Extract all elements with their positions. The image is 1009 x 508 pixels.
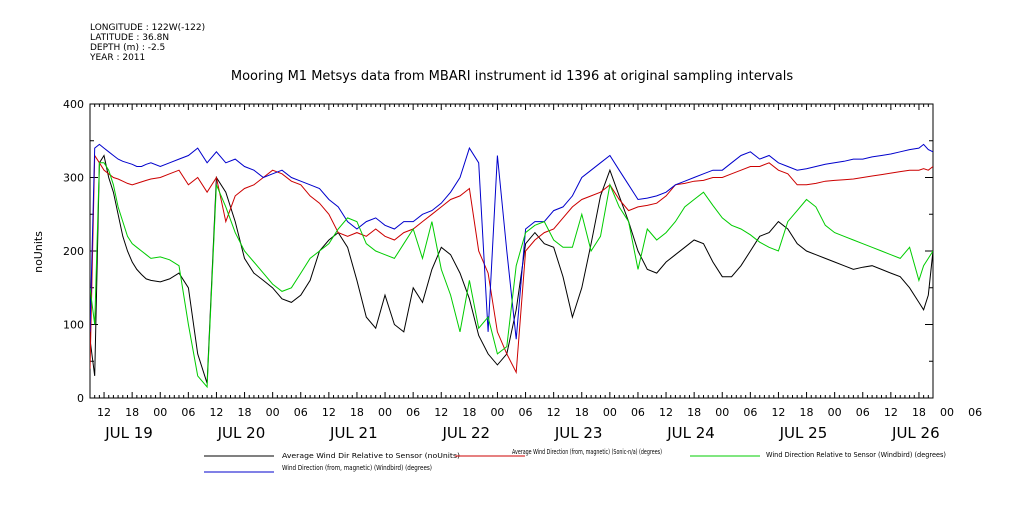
x-tick-label: 12 — [434, 406, 448, 419]
x-tick-label: 18 — [912, 406, 926, 419]
x-tick-label: 00 — [715, 406, 729, 419]
x-tick-label: 12 — [322, 406, 336, 419]
metadata-header: LONGITUDE : 122W(-122) LATITUDE : 36.8N … — [89, 23, 205, 63]
y-tick-label: 200 — [63, 245, 84, 258]
y-tick-label: 400 — [63, 98, 84, 111]
x-date-label: JUL 20 — [217, 424, 266, 442]
x-tick-label: 18 — [800, 406, 814, 419]
x-tick-label: 06 — [406, 406, 420, 419]
x-tick-label: 12 — [97, 406, 111, 419]
x-tick-label: 12 — [659, 406, 673, 419]
legend-label-1: Average Wind Direction (from, magnetic) … — [512, 448, 662, 456]
x-tick-label: 12 — [884, 406, 898, 419]
x-tick-label: 18 — [125, 406, 139, 419]
x-tick-label: 00 — [940, 406, 954, 419]
legend-label-0: Average Wind Dir Relative to Sensor (noU… — [282, 452, 460, 460]
x-tick-label: 12 — [771, 406, 785, 419]
x-tick-label: 00 — [378, 406, 392, 419]
x-tick-label: 18 — [238, 406, 252, 419]
x-tick-label: 00 — [266, 406, 280, 419]
x-date-label: JUL 19 — [104, 424, 153, 442]
x-tick-label: 06 — [968, 406, 982, 419]
x-tick-label: 06 — [294, 406, 308, 419]
series-line-0 — [90, 154, 933, 384]
x-date-label: JUL 24 — [666, 424, 715, 442]
x-date-label: JUL 23 — [554, 424, 603, 442]
x-tick-label: 00 — [603, 406, 617, 419]
series-line-3 — [90, 143, 933, 340]
header-year: YEAR : 2011 — [89, 53, 145, 63]
x-tick-label: 18 — [350, 406, 364, 419]
x-tick-label: 12 — [547, 406, 561, 419]
chart-title: Mooring M1 Metsys data from MBARI instru… — [231, 69, 793, 84]
x-date-label: JUL 22 — [441, 424, 490, 442]
header-depth: DEPTH (m) : -2.5 — [90, 43, 165, 53]
x-tick-label: 00 — [490, 406, 504, 419]
series-line-1 — [90, 153, 933, 375]
y-tick-label: 300 — [63, 172, 84, 185]
x-tick-label: 00 — [153, 406, 167, 419]
header-latitude: LATITUDE : 36.8N — [90, 33, 169, 43]
y-tick-label: 100 — [63, 319, 84, 332]
x-date-label: JUL 26 — [891, 424, 940, 442]
x-tick-label: 18 — [462, 406, 476, 419]
legend-label-3: Wind Direction (from, magnetic) (Windbir… — [282, 464, 432, 472]
x-tick-label: 00 — [828, 406, 842, 419]
legend-label-2: Wind Direction Relative to Sensor (Windb… — [766, 451, 946, 459]
y-axis-label: noUnits — [32, 231, 45, 273]
x-tick-label: 18 — [575, 406, 589, 419]
y-tick-label: 0 — [77, 392, 84, 405]
plot-area — [90, 143, 933, 389]
x-tick-label: 06 — [856, 406, 870, 419]
x-tick-label: 18 — [687, 406, 701, 419]
x-tick-label: 06 — [181, 406, 195, 419]
header-longitude: LONGITUDE : 122W(-122) — [90, 23, 205, 33]
axes: 0 100 200 300 400 12 18 00 06 12 18 00 06 12 18 00 06 12 1… — [63, 98, 982, 442]
x-tick-label: 06 — [631, 406, 645, 419]
x-tick-label: 06 — [743, 406, 757, 419]
x-tick-label: 06 — [519, 406, 533, 419]
series-line-2 — [90, 162, 933, 389]
x-date-label: JUL 21 — [329, 424, 378, 442]
x-date-label: JUL 25 — [779, 424, 828, 442]
legend: Average Wind Dir Relative to Sensor (noU… — [204, 448, 946, 473]
x-tick-label: 12 — [209, 406, 223, 419]
